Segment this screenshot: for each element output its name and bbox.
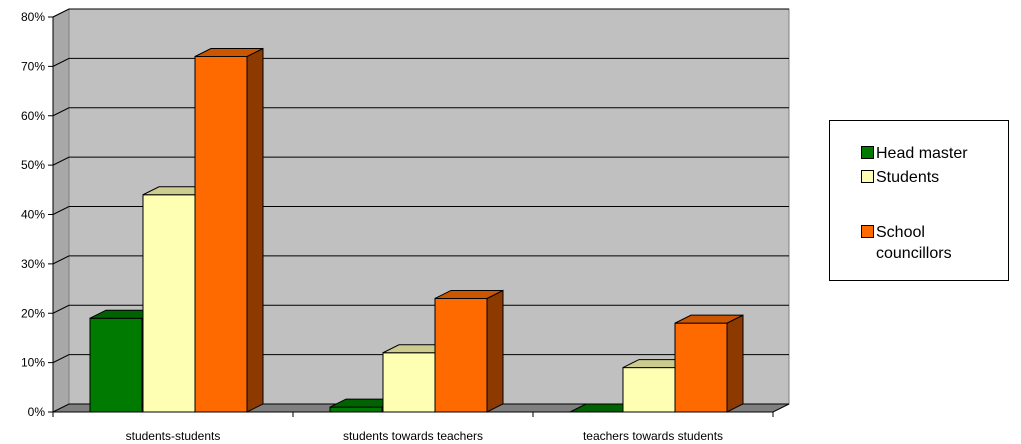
gridline [52, 107, 789, 117]
legend-item-students: Students [861, 167, 939, 188]
y-tick-label: 60% [21, 109, 45, 123]
y-tick-label: 40% [21, 208, 45, 222]
x-tick-label: teachers towards students [583, 429, 723, 443]
y-tick-label: 30% [21, 257, 45, 271]
gridline [52, 156, 789, 166]
y-tick-label: 80% [21, 10, 45, 24]
legend-item-school-councillors: School councillors [861, 222, 952, 264]
y-tick-label: 0% [28, 405, 46, 419]
legend-swatch-students [861, 170, 874, 183]
y-axis: 0% 10% 20% 30% 40% 50% 60% 70% 80% [21, 10, 54, 419]
legend-label: Students [876, 169, 940, 186]
legend-swatch-school-councillors [861, 225, 874, 238]
gridline [52, 304, 789, 314]
bar-school-councillors-3 [674, 314, 744, 413]
gridline [52, 8, 789, 18]
legend-label: Head master [876, 145, 968, 162]
legend-item-head-master: Head master [861, 143, 968, 164]
bar-school-councillors-2 [434, 289, 504, 413]
legend-label: School councillors [876, 224, 952, 262]
y-tick-label: 50% [21, 158, 45, 172]
legend: Head master Students School councillors [829, 120, 1009, 281]
x-axis: students-students students towards teache… [52, 412, 774, 443]
bar-school-councillors-1 [194, 47, 264, 413]
gridline [52, 255, 789, 265]
y-tick-label: 70% [21, 59, 45, 73]
legend-swatch-head-master [861, 146, 874, 159]
gridlines [52, 8, 789, 364]
x-tick-label: students-students [126, 429, 221, 443]
y-tick-label: 10% [21, 356, 45, 370]
gridline [52, 354, 789, 364]
y-tick-label: 20% [21, 306, 45, 320]
gridline [52, 206, 789, 215]
bars [89, 47, 744, 413]
gridline [52, 57, 789, 67]
x-tick-label: students towards teachers [343, 429, 483, 443]
